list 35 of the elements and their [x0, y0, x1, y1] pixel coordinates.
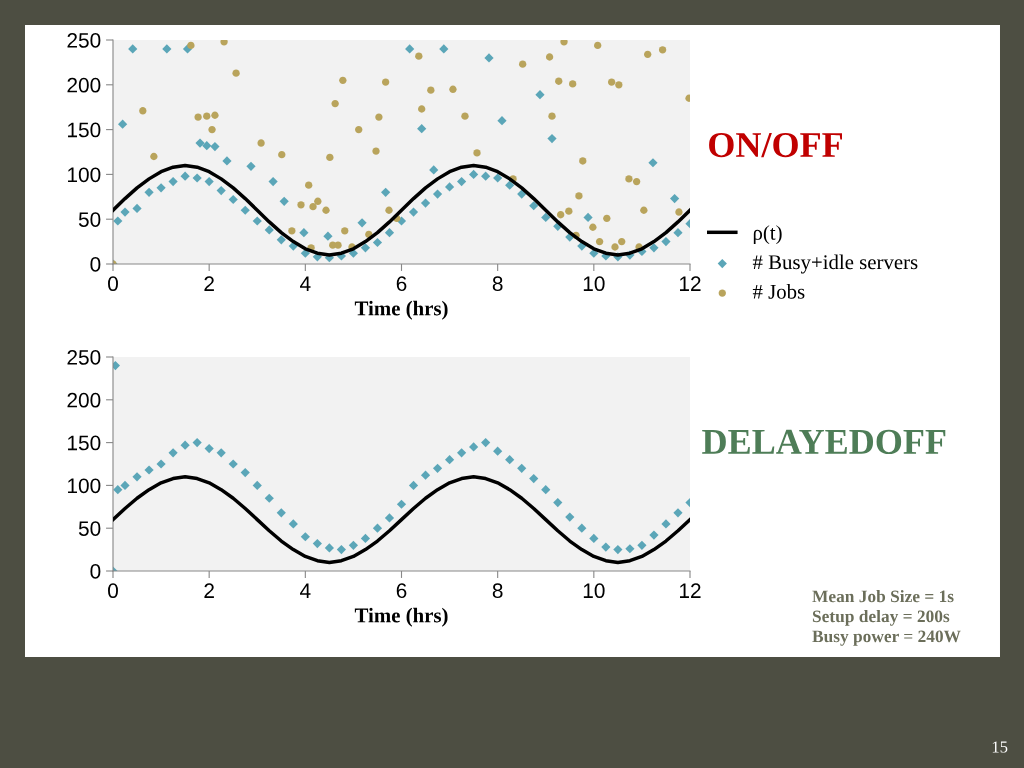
x-tick-label: 12: [680, 583, 701, 598]
x-tick-label: 0: [108, 276, 118, 292]
x-tick-label: 0: [108, 583, 118, 599]
y-tick-label: 150: [68, 122, 101, 138]
y-tick-label: 50: [78, 212, 101, 227]
y-tick-label: 100: [68, 167, 101, 183]
text: DELAYEDOFF: [702, 429, 946, 455]
y-tick-label: 0: [90, 257, 101, 272]
y-tick-label: 150: [68, 435, 101, 451]
y-tick-label: 50: [78, 521, 101, 536]
text: ON/OFF: [709, 132, 842, 158]
x-axis-title: Time (hrs): [354, 607, 448, 627]
x-tick-label: 6: [396, 583, 407, 599]
x-tick-label: 8: [492, 583, 503, 599]
x-tick-label: 6: [396, 276, 407, 292]
x-tick-label: 10: [583, 276, 605, 292]
y-tick-label: 0: [90, 564, 101, 579]
x-tick-label: 4: [300, 276, 311, 291]
legend-label: # Jobs: [752, 284, 805, 299]
x-tick-label: 8: [492, 276, 503, 292]
text: Mean Job Size = 1s Setup delay = 200s Busy power = 240W: [812, 590, 961, 646]
y-tick-label: 200: [67, 77, 101, 93]
legend-label: # Busy+idle servers: [752, 254, 918, 274]
y-tick-label: 200: [67, 392, 101, 408]
y-tick-label: 250: [67, 33, 101, 48]
x-axis-title: Time (hrs): [354, 300, 448, 320]
x-tick-label: 10: [583, 583, 605, 599]
x-tick-label: 2: [204, 583, 214, 598]
x-tick-label: 4: [300, 583, 311, 598]
x-tick-label: 2: [204, 276, 214, 291]
y-tick-label: 100: [68, 478, 101, 494]
y-tick-label: 250: [67, 350, 101, 365]
x-tick-label: 12: [680, 276, 701, 291]
text: 15: [992, 741, 1008, 753]
legend-label: ρ(t): [753, 225, 782, 245]
